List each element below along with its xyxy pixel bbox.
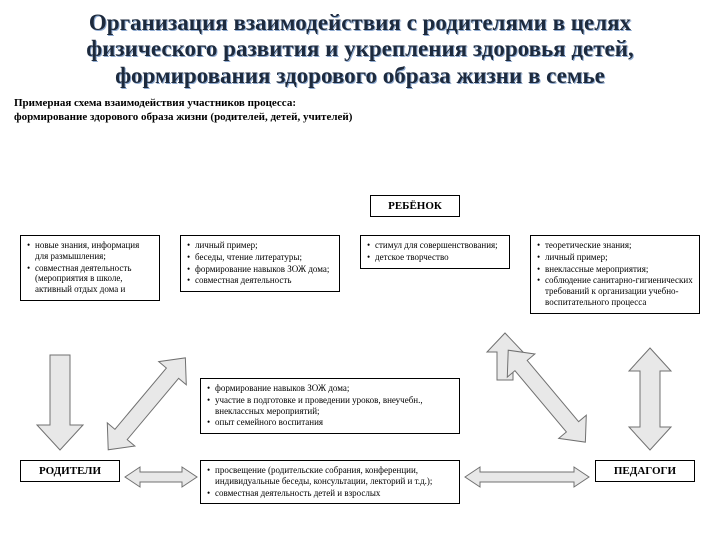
center-box-list: формирование навыков ЗОЖ дома; участие в… bbox=[207, 383, 453, 428]
subtitle-line2: формирование здорового образа жизни (род… bbox=[14, 111, 352, 123]
list-item: формирование навыков ЗОЖ дома; bbox=[207, 383, 453, 394]
list-item: соблюдение санитарно-гигиенических требо… bbox=[537, 275, 693, 307]
slide-title: Организация взаимодействия с родителями … bbox=[0, 0, 720, 95]
arrow-bottom-teachers bbox=[462, 465, 592, 489]
label-child: РЕБЁНОК bbox=[370, 195, 460, 217]
list-item: участие в подготовке и проведении уроков… bbox=[207, 395, 453, 417]
list-item: детское творчество bbox=[367, 252, 503, 263]
list-item: личный пример; bbox=[537, 252, 693, 263]
center-box: формирование навыков ЗОЖ дома; участие в… bbox=[200, 378, 460, 434]
row1-box2: личный пример; беседы, чтение литературы… bbox=[180, 235, 340, 292]
list-item: стимул для совершенствования; bbox=[367, 240, 503, 251]
list-item: беседы, чтение литературы; bbox=[187, 252, 333, 263]
bottom-box: просвещение (родительские собрания, конф… bbox=[200, 460, 460, 504]
row1-box1: новые знания, информация для размышления… bbox=[20, 235, 160, 301]
list-item: совместная деятельность bbox=[187, 275, 333, 286]
arrow-parents-bottom bbox=[122, 465, 200, 489]
list-item: совместная деятельность (мероприятия в ш… bbox=[27, 263, 153, 295]
row1-box2-list: личный пример; беседы, чтение литературы… bbox=[187, 240, 333, 286]
row1-box4-list: теоретические знания; личный пример; вне… bbox=[537, 240, 693, 308]
row1-box3: стимул для совершенствования; детское тв… bbox=[360, 235, 510, 269]
list-item: опыт семейного воспитания bbox=[207, 417, 453, 428]
list-item: личный пример; bbox=[187, 240, 333, 251]
row1-box1-list: новые знания, информация для размышления… bbox=[27, 240, 153, 295]
subtitle-line1: Примерная схема взаимодействия участнико… bbox=[14, 97, 296, 109]
label-parents: РОДИТЕЛИ bbox=[20, 460, 120, 482]
row1-box4: теоретические знания; личный пример; вне… bbox=[530, 235, 700, 314]
arrow-left-down bbox=[35, 345, 85, 455]
arrow-right-updown bbox=[625, 345, 675, 455]
diagram-subtitle: Примерная схема взаимодействия участнико… bbox=[0, 95, 720, 129]
arrow-diag-left bbox=[95, 340, 205, 460]
label-teachers: ПЕДАГОГИ bbox=[595, 460, 695, 482]
arrow-diag-right bbox=[495, 340, 605, 460]
row1-box3-list: стимул для совершенствования; детское тв… bbox=[367, 240, 503, 263]
list-item: внеклассные мероприятия; bbox=[537, 264, 693, 275]
list-item: формирование навыков ЗОЖ дома; bbox=[187, 264, 333, 275]
bottom-box-list: просвещение (родительские собрания, конф… bbox=[207, 465, 453, 498]
list-item: совместная деятельность детей и взрослых bbox=[207, 488, 453, 499]
list-item: новые знания, информация для размышления… bbox=[27, 240, 153, 262]
list-item: теоретические знания; bbox=[537, 240, 693, 251]
list-item: просвещение (родительские собрания, конф… bbox=[207, 465, 453, 487]
